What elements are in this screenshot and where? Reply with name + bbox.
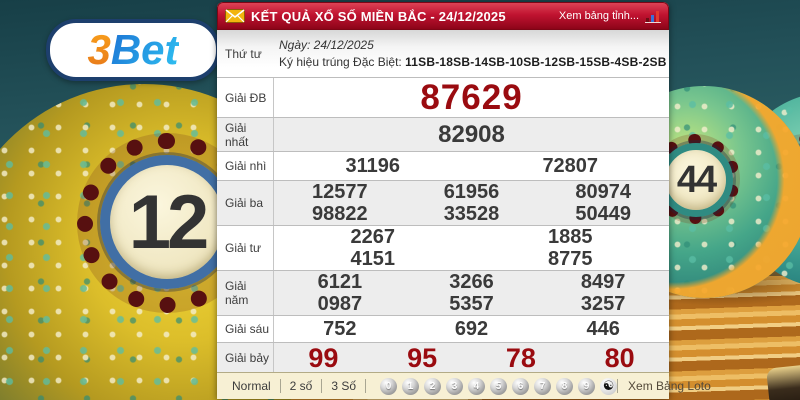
panel-title: KẾT QUẢ XỔ SỐ MIỀN BẮC - 24/12/2025 — [251, 8, 506, 24]
ball-number-circle-44: 44 — [659, 143, 733, 217]
digit-ball-4[interactable]: 4 — [468, 377, 486, 395]
digit-ball-9[interactable]: 9 — [578, 377, 596, 395]
prize-row-fourth: Giải tư 2267 1885 4151 8775 — [217, 225, 669, 270]
draw-date: Ngày: 24/12/2025 — [279, 38, 374, 52]
prize-label-fourth: Giải tư — [217, 226, 274, 270]
prize-row-sixth: Giải sáu 752 692 446 — [217, 315, 669, 342]
digit-ball-2[interactable]: 2 — [424, 377, 442, 395]
prize-label-seventh: Giải bảy — [217, 343, 274, 372]
prize-number: 8775 — [548, 248, 593, 270]
ball-number-44: 44 — [676, 158, 717, 201]
prize-number: 72807 — [542, 155, 599, 177]
prize-number: 31196 — [345, 155, 400, 177]
province-link[interactable]: Xem bảng tỉnh... — [558, 10, 639, 22]
prize-number-special: 87629 — [420, 77, 523, 117]
prize-number: 1885 — [548, 226, 593, 248]
digit-ball-6[interactable]: 6 — [512, 377, 530, 395]
prize-number: 8497 — [580, 271, 626, 293]
prize-row-second: Giải nhì 31196 72807 — [217, 151, 669, 180]
symbol-line: Ký hiệu trúng Đặc Biệt: 11SB-18SB-14SB-1… — [279, 55, 669, 69]
symbol-codes: 11SB-18SB-14SB-10SB-12SB-15SB-4SB-2SB — [405, 55, 667, 69]
prize-number: 4151 — [350, 248, 396, 270]
prize-number: 2267 — [350, 226, 396, 248]
prize-number-first: 82908 — [438, 120, 505, 148]
digit-ball-5[interactable]: 5 — [490, 377, 508, 395]
prize-label-fifth: Giải năm — [217, 271, 274, 315]
digit-ball-3[interactable]: 3 — [446, 377, 464, 395]
prize-label-second: Giải nhì — [217, 152, 274, 180]
prize-label-sixth: Giải sáu — [217, 316, 274, 342]
tab-2-digits[interactable]: 2 số — [281, 379, 323, 393]
ball-number-12: 12 — [128, 179, 210, 265]
prize-row-seventh: Giải bảy 99 95 78 80 — [217, 342, 669, 372]
prize-number: 78 — [505, 342, 536, 373]
yinyang-icon[interactable]: ☯ — [600, 377, 618, 395]
weekday-label: Thứ tư — [225, 46, 262, 61]
logo-text-bet: Bet — [110, 26, 179, 73]
prize-number: 0987 — [317, 293, 363, 315]
digit-ball-8[interactable]: 8 — [556, 377, 574, 395]
digit-ball-7[interactable]: 7 — [534, 377, 552, 395]
envelope-icon — [225, 9, 245, 23]
loto-table-link[interactable]: Xem Bảng Loto — [617, 379, 715, 393]
tab-3-digits[interactable]: 3 Số — [322, 379, 367, 393]
digit-ball-0[interactable]: 0 — [380, 377, 398, 395]
prize-number: 752 — [323, 318, 357, 340]
panel-footer: Normal 2 số 3 Số 0 1 2 3 4 5 6 7 8 9 ☯ X… — [217, 372, 711, 399]
digit-filter-balls: 0 1 2 3 4 5 6 7 8 9 ☯ — [380, 377, 618, 395]
prize-row-first: Giải nhất 82908 — [217, 117, 669, 151]
prize-number: 3266 — [449, 271, 494, 293]
prize-number: 12577 — [312, 181, 368, 203]
prize-number: 80 — [604, 342, 635, 373]
meta-row: Thứ tư Ngày: 24/12/2025 Ký hiệu trúng Đặ… — [217, 30, 669, 77]
prize-number: 446 — [586, 318, 620, 340]
symbol-label: Ký hiệu trúng Đặc Biệt: — [279, 55, 402, 69]
logo-text-3: 3 — [87, 26, 111, 73]
prize-number: 99 — [308, 342, 339, 373]
brand-logo: 3 Bet — [46, 19, 220, 81]
prize-row-fifth: Giải năm 6121 3266 8497 0987 5357 3257 — [217, 270, 669, 315]
panel-header: KẾT QUẢ XỔ SỐ MIỀN BẮC - 24/12/2025 Xem … — [217, 2, 669, 30]
prize-number: 98822 — [312, 203, 368, 225]
prize-number: 3257 — [580, 293, 626, 315]
prize-label-first: Giải nhất — [217, 118, 274, 151]
meta-body: Ngày: 24/12/2025 Ký hiệu trúng Đặc Biệt:… — [274, 30, 669, 77]
prize-number: 80974 — [575, 181, 631, 203]
corner-object — [766, 363, 800, 400]
results-panel: KẾT QUẢ XỔ SỐ MIỀN BẮC - 24/12/2025 Xem … — [217, 2, 711, 399]
prize-number: 95 — [407, 342, 438, 373]
prize-label-third: Giải ba — [217, 181, 274, 225]
prize-row-third: Giải ba 12577 61956 80974 98822 33528 50… — [217, 180, 669, 225]
prize-number: 692 — [454, 318, 489, 340]
tab-normal[interactable]: Normal — [223, 379, 281, 393]
digit-ball-1[interactable]: 1 — [402, 377, 420, 395]
prize-number: 5357 — [449, 293, 494, 315]
ball-number-circle-12: 12 — [100, 155, 234, 289]
chart-icon[interactable] — [645, 10, 661, 23]
prize-row-special: Giải ĐB 87629 — [217, 77, 669, 117]
prize-number: 61956 — [443, 181, 500, 203]
prize-number: 50449 — [575, 203, 631, 225]
prize-number: 6121 — [317, 271, 363, 293]
prize-label-special: Giải ĐB — [217, 78, 274, 117]
prize-number: 33528 — [443, 203, 500, 225]
